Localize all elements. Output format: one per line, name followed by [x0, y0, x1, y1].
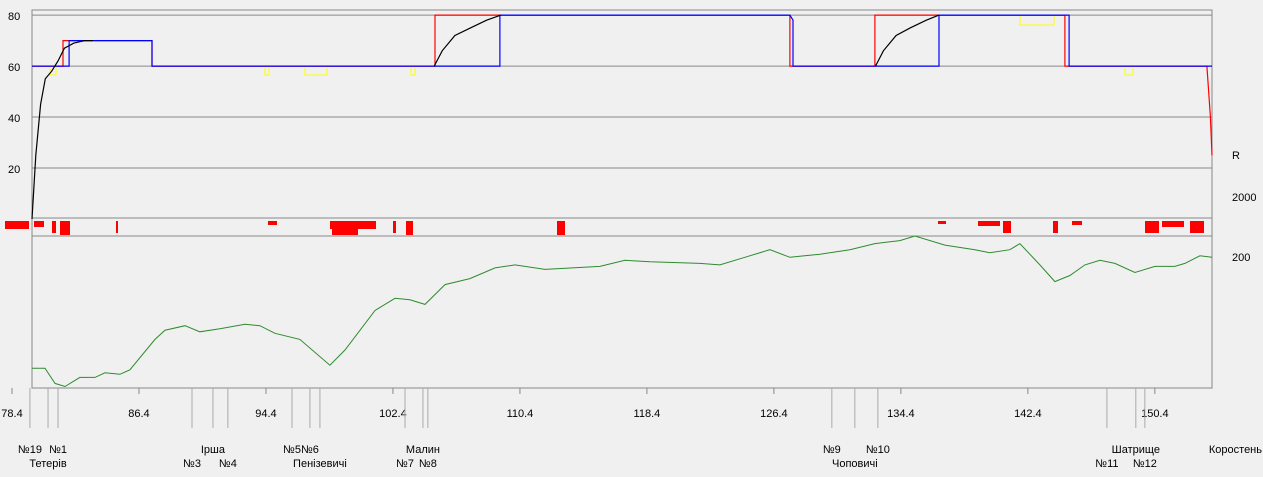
- x-tick-label: 150.4: [1141, 408, 1169, 420]
- station-label: №10: [866, 444, 890, 456]
- station-label: №5: [283, 444, 301, 456]
- station-label: Чоповичі: [832, 458, 878, 470]
- y-tick-label: 40: [8, 113, 20, 125]
- x-tick-label: 118.4: [634, 408, 661, 420]
- station-label: Шатрище: [1112, 444, 1160, 456]
- speed-line: [32, 14, 1212, 67]
- plot-frame: [31, 9, 1213, 389]
- y-tick-label: 80: [8, 11, 20, 23]
- x-tick-label: 126.4: [760, 408, 788, 420]
- station-label: №11: [1095, 458, 1118, 470]
- right-label: 200: [1232, 252, 1250, 264]
- station-label: №3: [183, 458, 201, 470]
- x-tick-label: 134.4: [887, 408, 915, 420]
- x-tick-label: 142.4: [1014, 408, 1042, 420]
- right-label: R: [1232, 150, 1240, 162]
- station-label: Тетерів: [29, 458, 66, 470]
- event-strip: [5, 221, 1204, 235]
- station-label: №4: [219, 458, 237, 470]
- station-label: №6: [301, 444, 319, 456]
- x-tick-label: 78.4: [1, 408, 22, 420]
- profile-line: [32, 235, 1213, 388]
- station-label: №8: [419, 458, 437, 470]
- station-label: №9: [823, 444, 841, 456]
- x-tick-label: 86.4: [128, 408, 149, 420]
- station-label: Ірша: [201, 444, 226, 456]
- y-tick-label: 60: [8, 62, 20, 74]
- station-label: Пенізевичі: [293, 458, 347, 470]
- station-label: №19: [18, 444, 42, 456]
- speed-line: [31, 14, 940, 220]
- x-tick-label: 110.4: [507, 408, 534, 420]
- station-label: №12: [1133, 458, 1157, 470]
- station-label: Коростень: [1209, 444, 1262, 456]
- station-label: №1: [49, 444, 67, 456]
- x-tick-label: 102.4: [379, 408, 407, 420]
- right-label: 2000: [1232, 192, 1256, 204]
- station-label: Малин: [406, 444, 440, 456]
- x-tick-label: 94.4: [255, 408, 276, 420]
- y-tick-label: 20: [8, 164, 20, 176]
- station-label: №7: [396, 458, 414, 470]
